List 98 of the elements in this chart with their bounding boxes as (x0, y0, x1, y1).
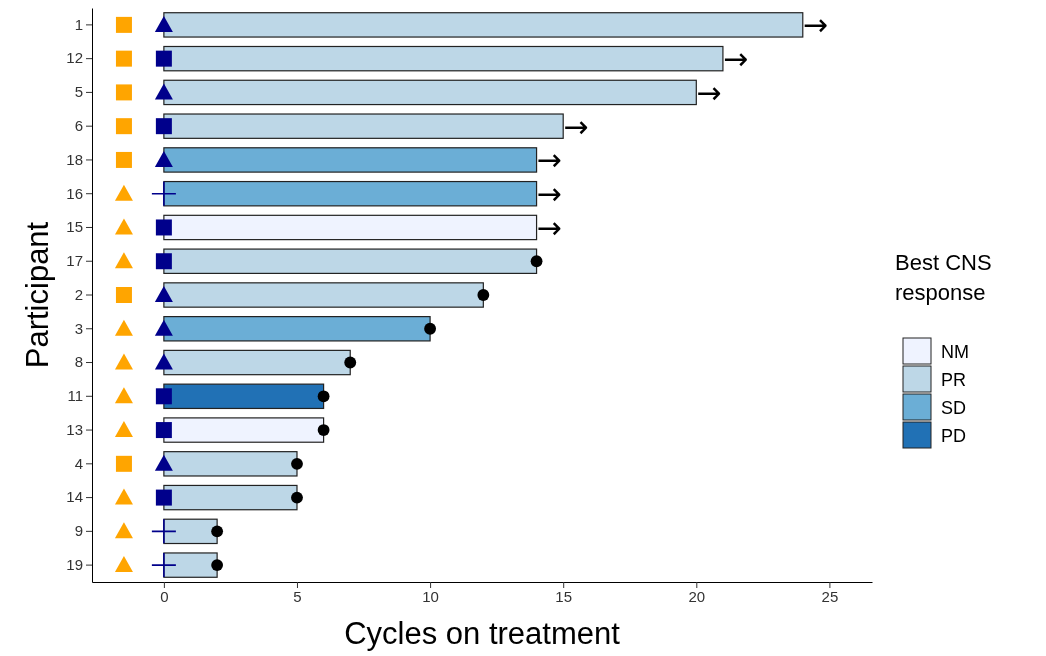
y-tick-label: 6 (74, 116, 83, 134)
point (154, 319, 173, 336)
bar (163, 518, 218, 545)
y-tick-label: 17 (66, 252, 83, 270)
point (114, 556, 133, 573)
bar (163, 12, 804, 38)
annotation: → (722, 41, 749, 77)
point (114, 319, 133, 336)
bar (163, 349, 351, 376)
point (155, 422, 172, 439)
point (154, 150, 173, 167)
y-tick-label: 15 (66, 218, 83, 236)
annotation: → (563, 108, 589, 144)
y-tick-label: 11 (67, 387, 83, 405)
point (155, 118, 172, 135)
point (151, 553, 176, 578)
bar (163, 248, 538, 274)
point (114, 387, 133, 404)
point (211, 525, 224, 538)
point (114, 522, 133, 539)
annotation: → (696, 74, 722, 110)
point (115, 455, 132, 472)
annotation: → (536, 142, 562, 178)
y-axis-title: Participant (20, 221, 55, 369)
point (154, 454, 173, 471)
y-tick-label: 4 (74, 454, 83, 472)
point (291, 491, 303, 504)
point (154, 83, 173, 100)
bar (163, 383, 325, 410)
bar (163, 552, 218, 578)
y-tick-label: 1 (74, 15, 83, 33)
point (155, 219, 172, 236)
legend-label: PD (941, 426, 967, 446)
legend-title: Best CNS response (895, 250, 992, 305)
x-tick-label: 0 (160, 587, 169, 605)
bar (163, 214, 538, 241)
bar (163, 282, 484, 308)
y-tick-label: 9 (74, 522, 83, 540)
bar (163, 417, 325, 443)
point (115, 118, 132, 135)
point (115, 287, 132, 303)
point (115, 50, 132, 67)
y-tick-label: 8 (74, 353, 83, 371)
x-axis-title: Cycles on treatment (344, 616, 621, 651)
legend-label: NM (941, 342, 969, 362)
point (211, 559, 224, 572)
x-tick-label: 10 (422, 587, 439, 605)
point (114, 218, 133, 235)
bar (163, 484, 298, 511)
point (154, 286, 173, 302)
point (114, 184, 133, 201)
legend-label: PR (941, 370, 967, 390)
y-tick-label: 5 (74, 83, 83, 101)
point (115, 84, 132, 101)
y-tick-label: 2 (74, 285, 83, 303)
y-tick-label: 18 (66, 150, 83, 168)
y-tick-label: 13 (66, 420, 83, 438)
point (344, 356, 357, 369)
point (477, 289, 490, 301)
annotation: → (802, 7, 828, 43)
point (154, 353, 173, 370)
annotation: → (536, 176, 562, 212)
point (114, 252, 133, 269)
point (115, 16, 132, 33)
y-tick-label: 14 (66, 488, 83, 506)
point (115, 151, 132, 168)
point (151, 181, 176, 206)
annotation: → (536, 209, 562, 245)
point (155, 388, 172, 405)
point (424, 322, 437, 335)
y-tick-label: 12 (66, 49, 83, 67)
point (114, 353, 133, 370)
point (317, 424, 330, 436)
bar (163, 147, 538, 173)
point (154, 15, 173, 32)
x-tick-label: 25 (821, 587, 839, 605)
bar (163, 113, 564, 139)
y-tick-label: 3 (74, 319, 83, 337)
point (530, 255, 543, 268)
point (155, 253, 172, 270)
x-tick-label: 5 (293, 587, 302, 605)
x-tick-label: 15 (555, 587, 573, 605)
legend-label: SD (941, 398, 967, 418)
point (155, 489, 172, 506)
x-tick-label: 20 (688, 587, 706, 605)
point (291, 457, 303, 470)
point (317, 390, 330, 403)
y-tick-label: 16 (66, 184, 83, 202)
point (151, 519, 176, 544)
bar (163, 316, 431, 342)
bar (163, 451, 298, 477)
bar (163, 79, 697, 106)
point (114, 488, 133, 505)
y-tick-label: 19 (66, 555, 83, 573)
point (114, 421, 133, 438)
bar (163, 180, 538, 207)
bar (163, 45, 724, 72)
point (155, 50, 172, 67)
